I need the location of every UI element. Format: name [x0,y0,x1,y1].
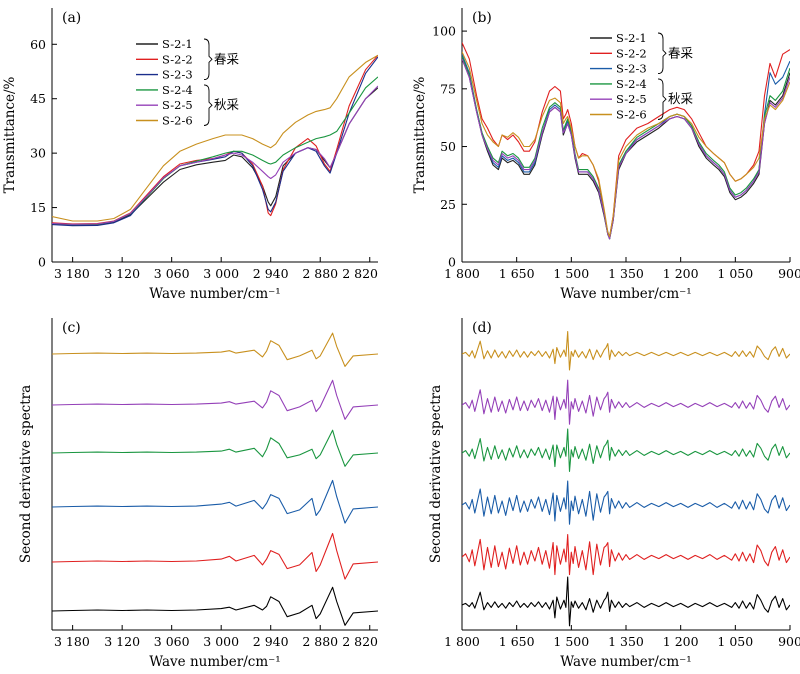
legend-entry: S-2-2 [616,46,647,60]
x-tick-label: 1 350 [608,266,644,281]
y-tick-label: 75 [440,81,456,96]
x-tick-label: 2 820 [342,266,378,281]
series-group [462,331,790,627]
series-line-s-2-3 [462,480,790,525]
y-tick-label: 30 [30,146,46,161]
x-tick-label: 1 200 [663,634,699,649]
series-line-s-2-3 [52,479,378,524]
series-line-s-2-4 [52,429,378,467]
x-tick-label: 1 800 [444,266,480,281]
x-tick-label: 1 350 [608,634,644,649]
series-group [52,332,378,626]
x-tick-label: 3 120 [104,266,140,281]
x-tick-label: 2 940 [253,266,289,281]
series-line-s-2-5 [462,379,790,425]
y-tick-label: 25 [440,197,456,212]
panel-label: (b) [472,10,492,26]
x-tick-label: 1 050 [717,634,753,649]
legend-group-label: 秋采 [214,97,240,112]
legend-entry: S-2-1 [616,31,647,45]
legend-entry: S-2-4 [616,77,647,91]
x-tick-label: 3 060 [154,634,190,649]
x-tick-label: 1 500 [553,266,589,281]
y-tick-label: 0 [38,255,46,270]
y-tick-label: 50 [440,139,456,154]
x-tick-label: 2 940 [253,634,289,649]
x-tick-label: 900 [778,266,800,281]
legend-entry: S-2-3 [162,68,193,82]
series-line-s-2-6 [52,332,378,367]
panel-a: 3 180 3 120 3 060 3 000 2 940 2 880 2 820 0 15 30… [2,8,378,302]
x-tick-label: 3 060 [154,266,190,281]
y-tick-label: 100 [432,24,456,39]
x-axis-label: Wave number/cm⁻¹ [560,286,691,302]
x-tick-label: 3 180 [54,266,90,281]
x-tick-label: 2 820 [342,634,378,649]
y-tick-label: 45 [30,91,46,106]
legend-group-label: 春采 [668,45,694,60]
x-tick-label: 2 880 [302,634,338,649]
x-axis-label: Wave number/cm⁻¹ [560,654,691,670]
series-line-s-2-2 [52,54,378,225]
legend-entry: S-2-5 [162,98,193,112]
legend-group-label: 秋采 [668,91,694,106]
legend-entry: S-2-3 [616,62,647,76]
legend-brace [657,32,667,75]
series-line-s-2-5 [52,85,378,225]
series-group [52,54,378,227]
legend-group-label: 春采 [214,51,240,66]
legend-entry: S-2-6 [162,114,193,128]
x-axis-label: Wave number/cm⁻¹ [149,286,280,302]
series-line-s-2-5 [462,58,790,240]
panel-d: 1 800 1 650 1 500 1 350 1 200 1 050 900 Wave nu… [428,318,800,670]
legend-brace [657,78,667,120]
x-tick-label: 1 050 [717,266,753,281]
series-line-s-2-1 [462,576,790,627]
legend-brace [203,84,213,126]
y-tick-label: 60 [30,37,46,52]
panel-label: (a) [62,10,81,26]
legend-entry: S-2-5 [616,92,647,106]
series-line-s-2-6 [462,331,790,371]
panel-label: (c) [62,320,81,336]
legend-entry: S-2-2 [162,52,193,66]
series-line-s-2-1 [52,586,378,626]
series-line-s-2-5 [52,379,378,420]
panel-b: 1 800 1 650 1 500 1 350 1 200 1 050 900 0 25 50 75… [412,8,800,302]
x-tick-label: 1 650 [499,266,535,281]
x-axis-label: Wave number/cm⁻¹ [149,654,280,670]
y-axis-label: Second derivative spectra [18,385,34,563]
x-tick-label: 900 [778,634,800,649]
series-line-s-2-4 [462,428,790,472]
y-tick-label: 15 [30,200,46,215]
x-tick-label: 1 650 [499,634,535,649]
series-line-s-2-6 [52,54,378,222]
series-line-s-2-6 [462,51,790,238]
panel-c: 3 180 3 120 3 060 3 000 2 940 2 880 2 820 Wave … [18,318,378,670]
y-axis-label: Transmittance/% [412,76,428,193]
legend-brace [203,38,213,81]
x-tick-label: 3 180 [54,634,90,649]
x-tick-label: 3 000 [203,266,239,281]
legend-entry: S-2-6 [616,108,647,122]
x-tick-label: 3 000 [203,634,239,649]
y-tick-label: 0 [448,255,456,270]
x-tick-label: 3 120 [104,634,140,649]
series-line-s-2-3 [52,56,378,227]
legend-entry: S-2-1 [162,37,193,51]
y-axis-label: Second derivative spectra [428,385,444,563]
series-group [462,42,790,240]
series-line-s-2-2 [462,534,790,576]
legend-entry: S-2-4 [162,83,193,97]
x-tick-label: 1 500 [553,634,589,649]
x-tick-label: 1 800 [444,634,480,649]
x-tick-label: 1 200 [663,266,699,281]
panel-label: (d) [472,320,492,336]
x-tick-label: 2 880 [302,266,338,281]
series-line-s-2-2 [52,532,378,580]
y-axis-label: Transmittance/% [2,76,18,193]
